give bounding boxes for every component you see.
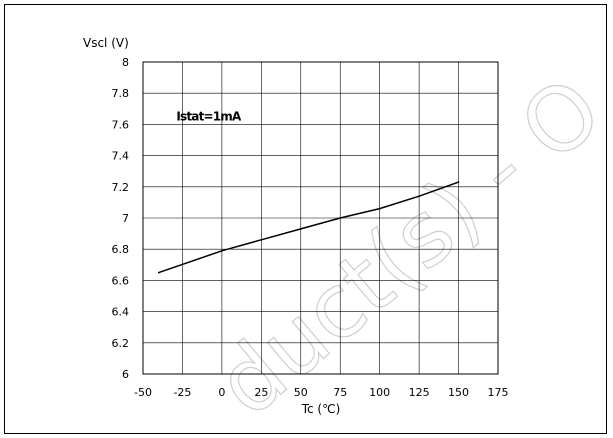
y-tick-label: 6.6 (112, 274, 130, 287)
data-point (299, 228, 302, 230)
x-tick-labels: -50 -25 0 25 50 75 100 125 150 175 (134, 386, 508, 399)
y-tick-label: 8 (122, 56, 129, 69)
annotation-istat: Istat=1mA (176, 110, 242, 124)
x-tick-label: 100 (369, 386, 390, 399)
x-tick-label: 150 (448, 386, 469, 399)
x-tick-label: 0 (218, 386, 225, 399)
x-tick-label: -50 (134, 386, 152, 399)
data-point (457, 181, 460, 183)
y-tick-label: 7 (122, 212, 129, 225)
y-tick-labels: 6 6.2 6.4 6.6 6.8 7 7.2 7.4 7.6 7.8 8 (112, 56, 130, 381)
y-tick-label: 6.8 (112, 243, 130, 256)
series-line (158, 181, 459, 274)
data-point (157, 271, 160, 274)
x-tick-label: -25 (173, 386, 191, 399)
y-tick-label: 7.2 (112, 181, 130, 194)
series-points (157, 181, 460, 274)
y-tick-label: 6.4 (112, 306, 130, 319)
y-axis-label: Vscl (V) (83, 36, 129, 50)
plot-area-border (142, 61, 499, 375)
y-tick-label: 7.6 (112, 118, 130, 131)
data-point (339, 217, 342, 219)
data-point (418, 195, 420, 197)
y-tick-label: 6 (122, 368, 129, 381)
x-tick-label: 50 (294, 386, 308, 399)
y-tick-label: 6.2 (112, 337, 130, 350)
x-tick-label: 25 (254, 386, 268, 399)
data-point (221, 249, 223, 252)
x-tick-label: 175 (488, 386, 509, 399)
data-point (378, 207, 381, 210)
x-tick-label: 125 (409, 386, 430, 399)
grid-layer (143, 62, 498, 374)
chart-frame (4, 4, 607, 434)
y-tick-label: 7.4 (112, 150, 130, 163)
y-tick-label: 7.8 (112, 87, 130, 100)
x-tick-label: 75 (333, 386, 347, 399)
data-point (260, 239, 263, 241)
watermark-text: duct(s) - O (197, 58, 613, 436)
watermark-layer: duct(s) - O (197, 57, 613, 437)
x-axis-label: Tc (℃) (301, 402, 341, 416)
